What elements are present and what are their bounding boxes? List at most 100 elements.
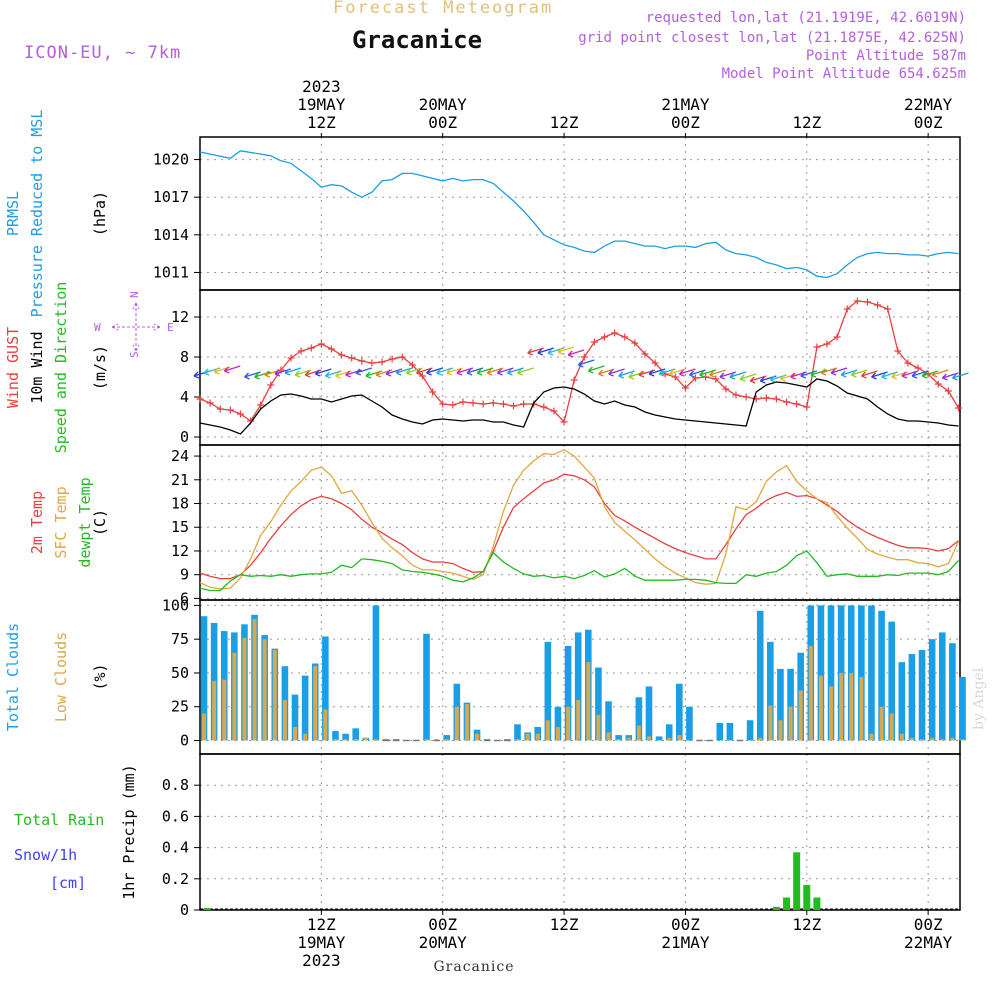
wind-arrow [739, 373, 757, 382]
gust-marker [671, 373, 679, 381]
gust-marker [398, 353, 406, 361]
total-cloud-bar [352, 728, 359, 741]
gust-marker [904, 359, 912, 367]
gust-marker [439, 400, 447, 408]
gust-marker [388, 355, 396, 363]
low-cloud-bar [646, 736, 651, 741]
low-cloud-bar [606, 732, 611, 741]
gust-marker [196, 395, 204, 403]
top-time-label: 12Z [307, 113, 336, 132]
top-time-label: 00Z [428, 113, 457, 132]
left-label: dewpt Temp [76, 477, 94, 567]
low-cloud-bar [272, 649, 277, 741]
wind-arrow [557, 346, 575, 355]
wind-arrow [608, 368, 625, 377]
low-cloud-bar [202, 713, 206, 741]
ytick-label: 1011 [153, 263, 189, 281]
wind-arrow [871, 371, 888, 380]
total-cloud-bar [372, 605, 380, 741]
total-cloud-bar [898, 662, 906, 741]
low-cloud-bar [889, 713, 894, 741]
precip-bar [204, 908, 211, 910]
ytick-label: 75 [171, 630, 189, 648]
gust-marker [226, 406, 234, 414]
wind-arrow [587, 365, 605, 374]
total-cloud-bar [595, 667, 602, 741]
total-cloud-bar [514, 724, 521, 741]
gust-marker [651, 359, 659, 367]
low-cloud-bar [859, 677, 864, 741]
gust-marker [894, 347, 902, 355]
gust-marker [499, 400, 507, 408]
total-cloud-bar [949, 643, 956, 741]
low-cloud-bar [566, 706, 571, 741]
total-cloud-bar [868, 605, 875, 741]
total-cloud-bar [777, 668, 784, 741]
low-cloud-bar [626, 737, 631, 741]
precip-bar [783, 897, 791, 910]
ytick-label: 4 [180, 388, 189, 406]
wind-arrow [861, 370, 878, 379]
gust-marker [762, 394, 770, 402]
low-cloud-bar [545, 720, 550, 741]
gust-marker [287, 354, 295, 362]
gust-marker [813, 343, 821, 351]
gust-marker [681, 384, 689, 392]
left-label: SFC Temp [52, 486, 70, 558]
gust-marker [479, 400, 487, 408]
total-cloud-bar [615, 735, 622, 741]
bottom-time-label: 20MAY [419, 933, 468, 952]
low-cloud-bar [778, 720, 783, 741]
wind-arrow [507, 367, 524, 376]
total-cloud-bar [342, 733, 349, 741]
gust-marker [378, 358, 386, 366]
ytick-label: 0 [180, 901, 189, 919]
wind-arrow [830, 367, 848, 376]
gust-marker [510, 402, 518, 410]
gust-marker [884, 305, 892, 313]
model-altitude: Model Point Altitude 654.625m [721, 66, 966, 82]
gust-marker [327, 345, 335, 353]
total-cloud-bar [625, 735, 633, 741]
low-cloud-bar [212, 681, 217, 741]
total-cloud-bar [423, 633, 430, 741]
wind-arrow [577, 359, 595, 368]
low-cloud-bar [960, 739, 965, 741]
total-cloud-bar [332, 731, 339, 741]
low-cloud-bar [373, 739, 378, 741]
wind-arrow [699, 369, 716, 378]
low-cloud-bar [920, 739, 925, 741]
wind-arrow [810, 369, 828, 378]
wind-arrow [911, 370, 929, 379]
wind-arrow [749, 375, 767, 384]
total-cloud-bar [908, 654, 916, 741]
total-cloud-bar [665, 724, 673, 741]
total-cloud-bar [817, 605, 825, 741]
low-cloud-bar [525, 733, 530, 741]
gust-marker [712, 375, 720, 383]
wind-arrow [658, 368, 676, 377]
left-label: [cm] [50, 874, 86, 892]
top-time-label: 2023 [302, 77, 341, 96]
low-cloud-bar [808, 645, 813, 741]
low-cloud-bar [313, 666, 318, 741]
left-label: Speed and Direction [52, 282, 70, 454]
low-cloud-bar [849, 672, 854, 741]
gust-marker [449, 401, 457, 409]
low-cloud-bar [242, 637, 247, 741]
wind-arrow [446, 367, 464, 376]
ytick-label: 15 [171, 518, 189, 536]
gust-marker [418, 372, 426, 380]
gust-marker [742, 393, 750, 401]
low-cloud-bar [454, 706, 459, 741]
wind-arrow [567, 349, 585, 358]
wind-arrow [628, 371, 646, 380]
total-cloud-bar [322, 636, 329, 741]
wind-arrow [294, 369, 312, 378]
ytick-label: 18 [171, 495, 189, 513]
low-cloud-bar [869, 733, 874, 741]
bottom-time-label: 2023 [302, 951, 341, 970]
ytick-label: 100 [162, 596, 189, 614]
gust-marker [793, 400, 801, 408]
left-label: Low Clouds [52, 632, 70, 722]
